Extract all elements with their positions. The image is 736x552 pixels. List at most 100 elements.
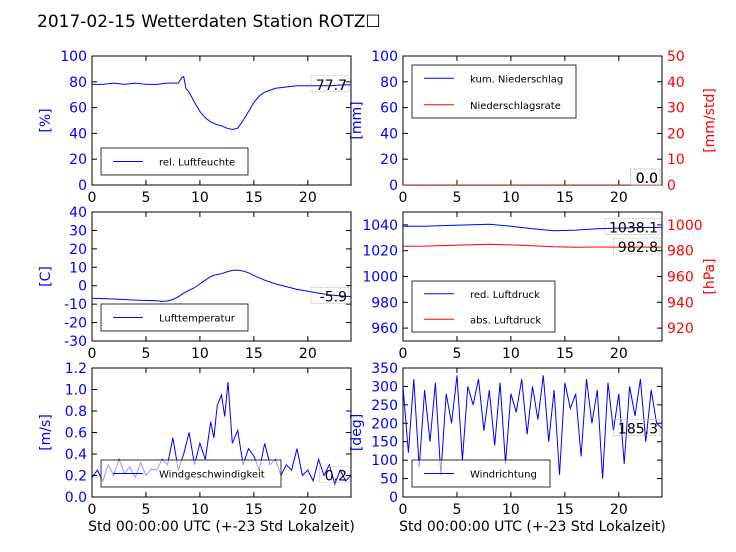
temperature-ytick-label: 20 xyxy=(69,242,87,258)
precipitation-xtick-label: 0 xyxy=(399,190,408,206)
pressure-ytick-label: 960 xyxy=(371,321,398,337)
humidity-ytick-label: 80 xyxy=(69,75,87,91)
temperature-end-label: -5.9 xyxy=(320,290,347,306)
winddirection-xtick-label: 5 xyxy=(452,502,461,518)
windspeed-ytick-label: 1.0 xyxy=(65,383,87,399)
windspeed-xtick-label: 5 xyxy=(141,502,150,518)
precipitation-ytick-label: 40 xyxy=(380,126,398,142)
winddirection-ylabel: [deg] xyxy=(349,414,365,451)
windspeed-legend: Windgeschwindigkeit xyxy=(100,459,282,488)
temperature-xtick-label: 0 xyxy=(88,346,97,362)
winddirection-ytick-label: 0 xyxy=(389,490,398,506)
humidity-end-label-box xyxy=(310,75,350,93)
windspeed-panel: 0 5 10 15 20 0.0 0.2 0.4 0.6 0.8 1.0 1.2 [m/s] Std 00… xyxy=(38,361,355,535)
precipitation-end-label: 0.0 xyxy=(636,171,658,187)
winddirection-end-label: 185.3 xyxy=(618,422,658,438)
temperature-series-0-line xyxy=(92,269,351,302)
pressure-ytick-label: 980 xyxy=(371,295,398,311)
pressure-end-label-box xyxy=(613,237,661,255)
precipitation-ytick-right-label: 20 xyxy=(667,126,685,142)
pressure-legend-box xyxy=(411,280,556,333)
precipitation-end-label: 0.0 xyxy=(636,171,658,187)
precipitation-ytick-label: 100 xyxy=(371,49,398,65)
pressure-legend: red. Luftdruck abs. Luftdruck xyxy=(411,280,556,333)
winddirection-end-label-box xyxy=(613,419,661,437)
pressure-ytick-right-label: 940 xyxy=(667,295,694,311)
pressure-legend-label-1: abs. Luftdruck xyxy=(470,315,541,326)
humidity-ytick-label: 60 xyxy=(69,101,87,117)
precipitation-legend-box xyxy=(411,64,577,119)
winddirection-ytick-label: 300 xyxy=(371,379,398,395)
humidity-ylabel: [%] xyxy=(38,108,54,132)
precipitation-end-label-box xyxy=(630,168,661,186)
winddirection-xtick-label: 10 xyxy=(502,502,520,518)
pressure-series-1-line xyxy=(403,243,662,248)
pressure-ylabel-right: [hPa] xyxy=(702,258,718,294)
precipitation-ytick-label: 20 xyxy=(380,152,398,168)
pressure-ytick-right-label: 920 xyxy=(667,321,694,337)
precipitation-ytick-label: 80 xyxy=(380,75,398,91)
windspeed-ytick-label: 0.2 xyxy=(65,469,87,485)
precipitation-ytick-label: 0 xyxy=(389,178,398,194)
pressure-xtick-label: 15 xyxy=(556,346,574,362)
humidity-xtick-label: 0 xyxy=(88,190,97,206)
pressure-ytick-label: 1020 xyxy=(362,244,398,260)
windspeed-end-label-box xyxy=(319,466,350,483)
temperature-ytick-label: 30 xyxy=(69,223,87,239)
precipitation-ytick-right-label: 0 xyxy=(667,178,676,194)
windspeed-xlabel: Std 00:00:00 UTC (+-23 Std Lokalzeit) xyxy=(88,519,355,535)
pressure-end-label: 982.8 xyxy=(618,240,658,256)
winddirection-ytick-label: 250 xyxy=(371,398,398,414)
temperature-ytick-label: -30 xyxy=(64,334,87,350)
precipitation-legend: kum. Niederschlag Niederschlagsrate xyxy=(411,64,577,119)
temperature-ytick-label: 10 xyxy=(69,260,87,276)
pressure-series-0-line xyxy=(403,223,662,232)
humidity-xtick-label: 10 xyxy=(191,190,209,206)
windspeed-ytick-label: 0.8 xyxy=(65,404,87,420)
winddirection-ytick-label: 350 xyxy=(371,361,398,377)
pressure-ytick-label: 1000 xyxy=(362,270,398,286)
precipitation-xtick-label: 15 xyxy=(556,190,574,206)
precipitation-panel: 0 5 10 15 20 0 20 40 60 80 100 0 10 20 30 40 50 [mm] [mm/s… xyxy=(349,49,718,206)
humidity-ytick-label: 0 xyxy=(78,178,87,194)
winddirection-ytick-label: 200 xyxy=(371,416,398,432)
pressure-xtick-label: 20 xyxy=(610,346,628,362)
humidity-ytick-label: 100 xyxy=(60,49,87,65)
pressure-ytick-label: 1040 xyxy=(362,218,398,234)
temperature-ytick-label: -20 xyxy=(64,316,87,332)
precipitation-legend-label-0: kum. Niederschlag xyxy=(470,74,563,85)
winddirection-xlabel: Std 00:00:00 UTC (+-23 Std Lokalzeit) xyxy=(399,519,666,535)
precipitation-xtick-label: 20 xyxy=(610,190,628,206)
windspeed-ylabel: [m/s] xyxy=(38,414,54,451)
precipitation-legend-label-1: Niederschlagsrate xyxy=(470,101,561,112)
humidity-xtick-label: 15 xyxy=(245,190,263,206)
temperature-legend: Lufttemperatur xyxy=(100,303,249,332)
temperature-xtick-label: 5 xyxy=(141,346,150,362)
pressure-xtick-label: 10 xyxy=(502,346,520,362)
pressure-legend-label-0: red. Luftdruck xyxy=(470,290,540,301)
precipitation-ytick-label: 60 xyxy=(380,101,398,117)
winddirection-ytick-label: 150 xyxy=(371,435,398,451)
winddirection-series-0-line xyxy=(403,375,662,479)
pressure-xtick-label: 0 xyxy=(399,346,408,362)
precipitation-ylabel-right: [mm/std] xyxy=(702,88,718,153)
windspeed-ytick-label: 0.6 xyxy=(65,426,87,442)
winddirection-xtick-label: 15 xyxy=(556,502,574,518)
humidity-xtick-label: 5 xyxy=(141,190,150,206)
temperature-xtick-label: 10 xyxy=(191,346,209,362)
humidity-legend-label-0: rel. Luftfeuchte xyxy=(159,158,235,169)
temperature-panel: 0 5 10 15 20 -30 -20 -10 0 10 20 30 40 [C] -5.9 Lufttem… xyxy=(38,205,352,362)
windspeed-xtick-label: 20 xyxy=(299,502,317,518)
precipitation-ytick-right-label: 10 xyxy=(667,152,685,168)
humidity-series-0-line xyxy=(92,75,351,131)
precipitation-xtick-label: 10 xyxy=(502,190,520,206)
winddirection-legend-box xyxy=(411,459,551,488)
winddirection-legend: Windrichtung xyxy=(411,459,551,488)
windspeed-ytick-label: 0.4 xyxy=(65,447,87,463)
temperature-ytick-label: -10 xyxy=(64,297,87,313)
precipitation-ytick-right-label: 40 xyxy=(667,75,685,91)
winddirection-legend-label-0: Windrichtung xyxy=(470,470,537,481)
